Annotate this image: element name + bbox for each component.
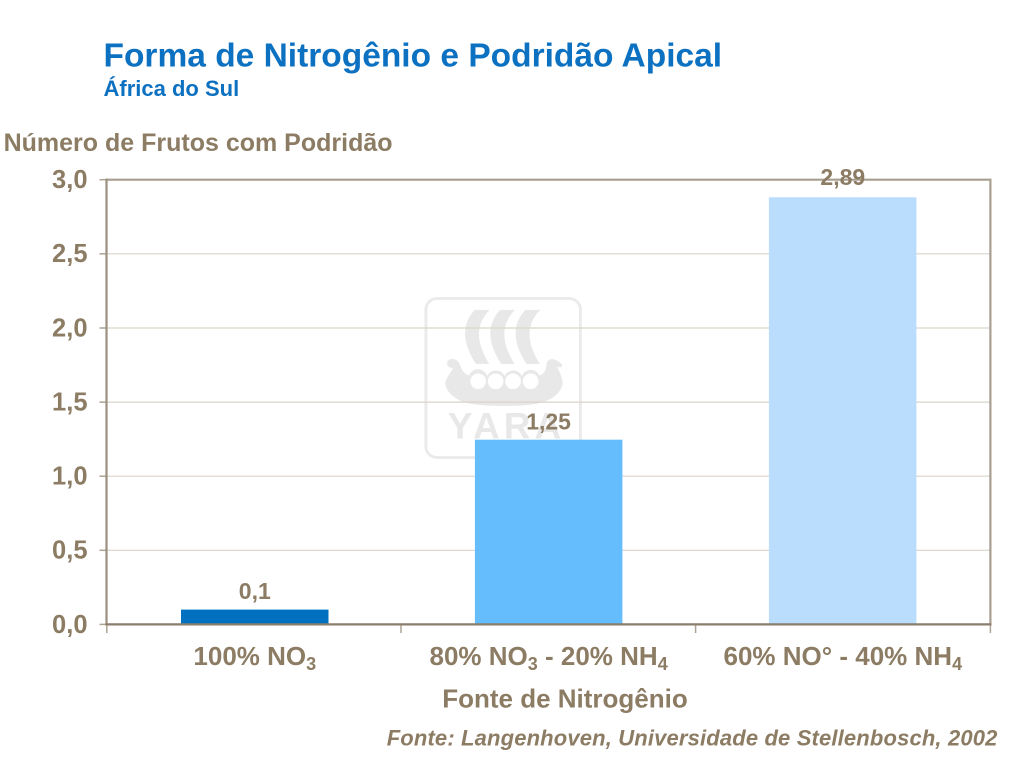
svg-text:2,5: 2,5 (52, 240, 87, 268)
svg-text:1,5: 1,5 (52, 389, 87, 417)
svg-text:0,1: 0,1 (239, 578, 271, 604)
svg-text:60% NO° - 40% NH4: 60% NO° - 40% NH4 (723, 641, 962, 674)
svg-text:100% NO3: 100% NO3 (193, 641, 316, 674)
svg-text:África do Sul: África do Sul (104, 76, 240, 101)
svg-text:1,0: 1,0 (52, 463, 87, 491)
svg-text:2,89: 2,89 (820, 164, 865, 190)
svg-text:0,5: 0,5 (52, 537, 87, 565)
svg-text:3,0: 3,0 (52, 166, 87, 194)
svg-text:80% NO3 - 20% NH4: 80% NO3 - 20% NH4 (429, 641, 667, 674)
svg-text:Fonte de Nitrogênio: Fonte de Nitrogênio (442, 684, 688, 714)
svg-text:0,0: 0,0 (52, 611, 87, 639)
svg-text:2,0: 2,0 (52, 314, 87, 342)
svg-text:Forma de Nitrogênio e Podridão: Forma de Nitrogênio e Podridão Apical (104, 38, 723, 75)
svg-text:Fonte: Langenhoven, Universida: Fonte: Langenhoven, Universidade de Stel… (387, 726, 998, 751)
svg-text:Número de Frutos com Podridão: Número de Frutos com Podridão (4, 129, 393, 157)
svg-text:1,25: 1,25 (526, 409, 571, 435)
